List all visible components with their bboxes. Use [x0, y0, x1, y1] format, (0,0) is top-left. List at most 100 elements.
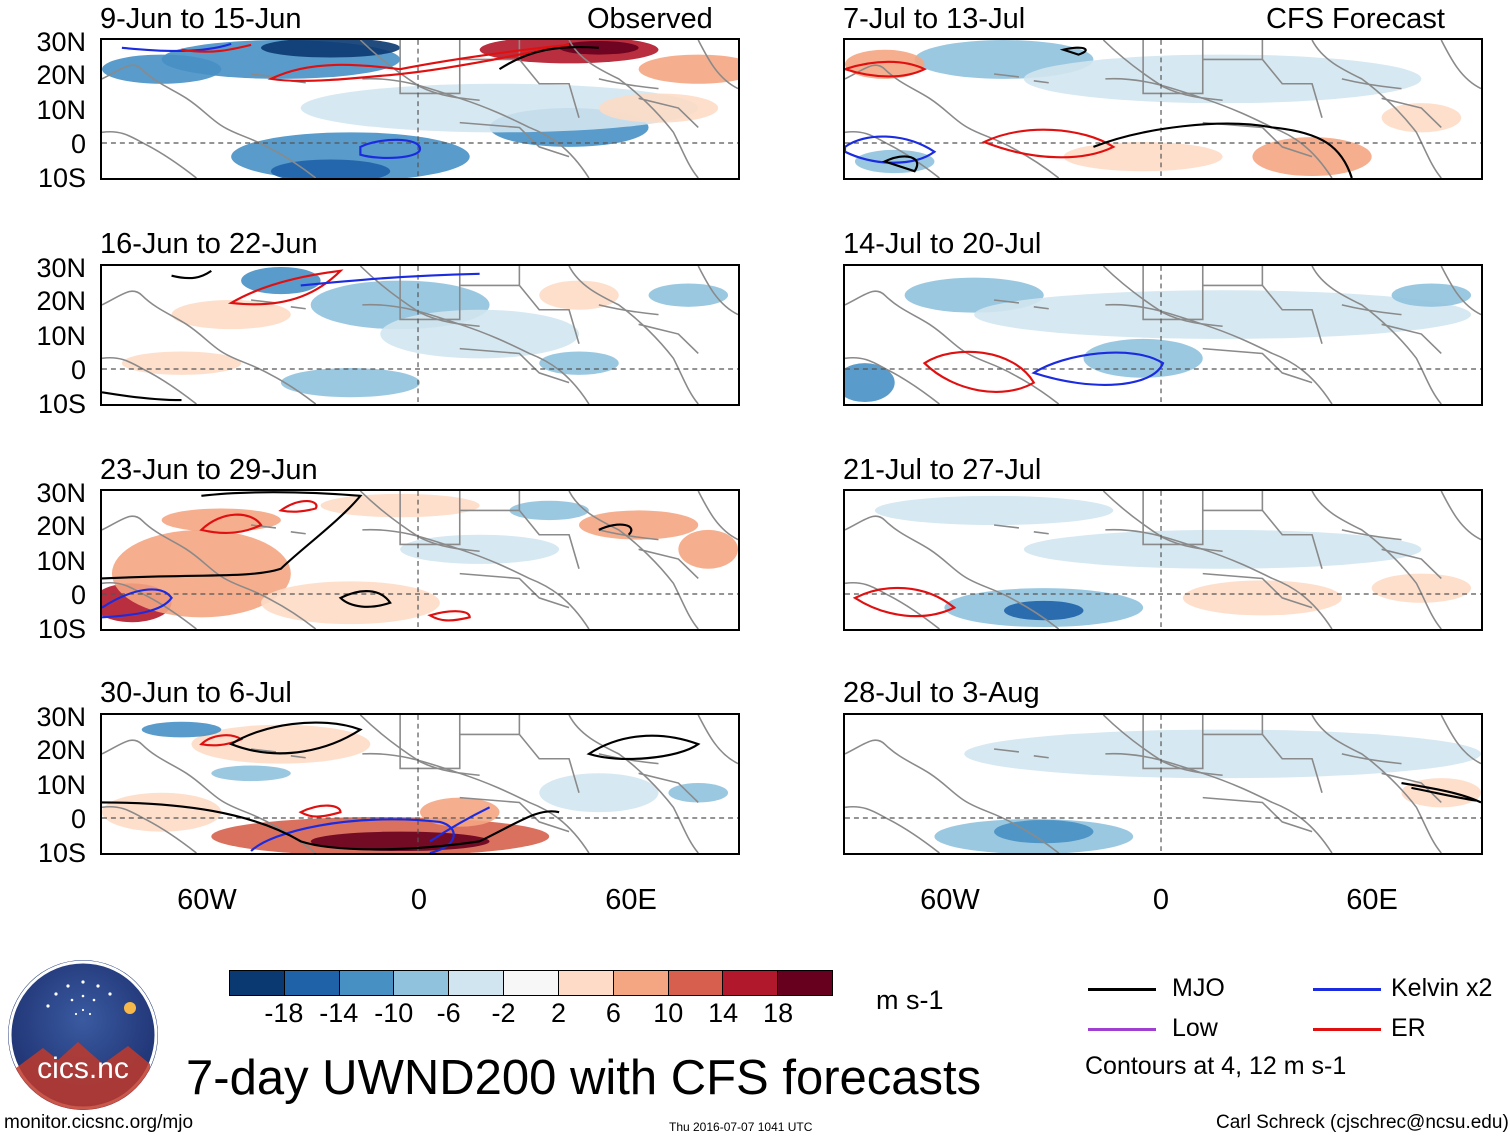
lat-label: 10S — [37, 163, 86, 193]
colorbar-swatch — [558, 971, 614, 995]
coastlines — [845, 715, 1481, 853]
mjo-contour — [881, 155, 919, 173]
anomaly-shading — [161, 508, 281, 532]
lat-label: 20N — [36, 286, 86, 316]
mjo-contour — [171, 269, 212, 280]
forecast-map-panel — [843, 489, 1483, 631]
anomaly-shading — [1023, 529, 1422, 569]
lat-label: 0 — [70, 355, 86, 385]
anomaly-shading — [380, 309, 579, 359]
legend-mjo-line — [1088, 988, 1156, 991]
anomaly-shading — [270, 159, 391, 178]
mjo-contour — [1411, 786, 1477, 802]
legend-low-label: Low — [1172, 1014, 1218, 1042]
er-contour — [199, 513, 263, 535]
lon-label-60w-right: 60W — [920, 884, 980, 916]
main-title: 7-day UWND200 with CFS forecasts — [186, 1051, 982, 1105]
mjo-contour — [1059, 46, 1087, 56]
anomaly-shading — [845, 49, 925, 79]
anomaly-shading — [420, 797, 500, 827]
kelvin-contour — [121, 42, 232, 53]
logo-text: cics.nc — [37, 1052, 129, 1085]
anomaly-shading — [1182, 580, 1342, 616]
lon-label-60w-left: 60W — [177, 884, 237, 916]
footer-credit: Carl Schreck (cjschrec@ncsu.edu) — [1216, 1112, 1509, 1133]
mjo-contour — [498, 45, 599, 71]
er-contour — [922, 350, 1036, 393]
anomaly-shading — [1381, 103, 1462, 133]
anomaly-shading — [668, 783, 729, 803]
colorbar-swatch — [504, 971, 559, 995]
mjo-contour — [598, 523, 633, 536]
anomaly-shading — [539, 351, 619, 375]
colorbar-swatch — [778, 971, 832, 995]
colorbar-swatch — [449, 971, 505, 995]
lat-label: 10S — [37, 838, 86, 868]
observed-panel-title: 30-Jun to 6-Jul — [100, 677, 292, 709]
legend-mjo-label: MJO — [1172, 974, 1225, 1002]
kelvin-contour — [300, 272, 480, 287]
er-contour — [845, 60, 927, 78]
map-graphic — [845, 715, 1481, 853]
observed-map-panel — [100, 264, 740, 406]
map-graphic — [102, 266, 738, 404]
anomaly-shading — [102, 54, 222, 84]
colorbar-swatch — [723, 971, 779, 995]
colorbar-tick-label: 6 — [605, 998, 621, 1028]
lat-label: 30N — [36, 702, 86, 732]
anomaly-shading — [974, 290, 1472, 339]
mjo-contour — [102, 391, 182, 402]
er-contour — [298, 804, 342, 818]
anomaly-shading — [102, 792, 222, 832]
anomaly-shading — [854, 149, 935, 174]
colorbar-tick-label: 10 — [653, 998, 684, 1028]
colorbar-tick-label: -10 — [374, 998, 414, 1028]
kelvin-contour — [845, 135, 937, 164]
map-graphic — [845, 40, 1481, 178]
anomaly-shading — [1023, 54, 1422, 104]
map-graphic — [845, 491, 1481, 629]
anomaly-shading — [280, 368, 420, 398]
er-contour — [852, 586, 957, 618]
observed-panel-title: 16-Jun to 22-Jun — [100, 228, 318, 260]
colorbar — [229, 970, 833, 996]
anomaly-shading — [171, 300, 291, 330]
er-contour — [427, 610, 471, 622]
lat-label: 20N — [36, 511, 86, 541]
er-contour — [278, 500, 318, 513]
lon-label-60e-right: 60E — [1346, 884, 1398, 916]
er-contour — [267, 43, 570, 82]
anomaly-shading — [1083, 338, 1203, 378]
lat-label: 0 — [70, 580, 86, 610]
colorbar-tick-label: -18 — [264, 998, 304, 1028]
lat-label: 10S — [37, 389, 86, 419]
kelvin-contour — [250, 818, 455, 853]
forecast-panel-title: 21-Jul to 27-Jul — [843, 454, 1042, 486]
cicsnc-logo: cics.nc — [8, 960, 158, 1110]
lat-label: 10N — [36, 546, 86, 576]
anomaly-shading — [648, 283, 729, 307]
anomaly-shading — [261, 581, 440, 625]
anomaly-shading — [579, 510, 699, 540]
coastlines — [102, 715, 738, 853]
footer-url[interactable]: monitor.cicsnc.org/mjo — [4, 1112, 194, 1133]
lat-label: 0 — [70, 804, 86, 834]
colorbar-swatch — [668, 971, 724, 995]
colorbar-swatch — [230, 971, 285, 995]
kelvin-contour — [102, 588, 173, 619]
colorbar-tick-label: 2 — [550, 998, 566, 1028]
colorbar-units: m s-1 — [876, 985, 944, 1015]
lat-label: 20N — [36, 60, 86, 90]
map-graphic — [102, 491, 738, 629]
map-graphic — [102, 40, 738, 178]
anomaly-shading — [845, 363, 895, 403]
kelvin-contour — [359, 138, 422, 159]
anomaly-shading — [211, 765, 291, 782]
kelvin-contour — [429, 806, 491, 843]
legend-contour-note: Contours at 4, 12 m s-1 — [1085, 1052, 1347, 1080]
coastlines — [102, 491, 738, 629]
anomaly-shading — [1391, 283, 1472, 307]
observed-panel-title: 9-Jun to 15-Jun — [100, 3, 302, 35]
lat-label: 30N — [36, 253, 86, 283]
colorbar-swatch — [339, 971, 395, 995]
